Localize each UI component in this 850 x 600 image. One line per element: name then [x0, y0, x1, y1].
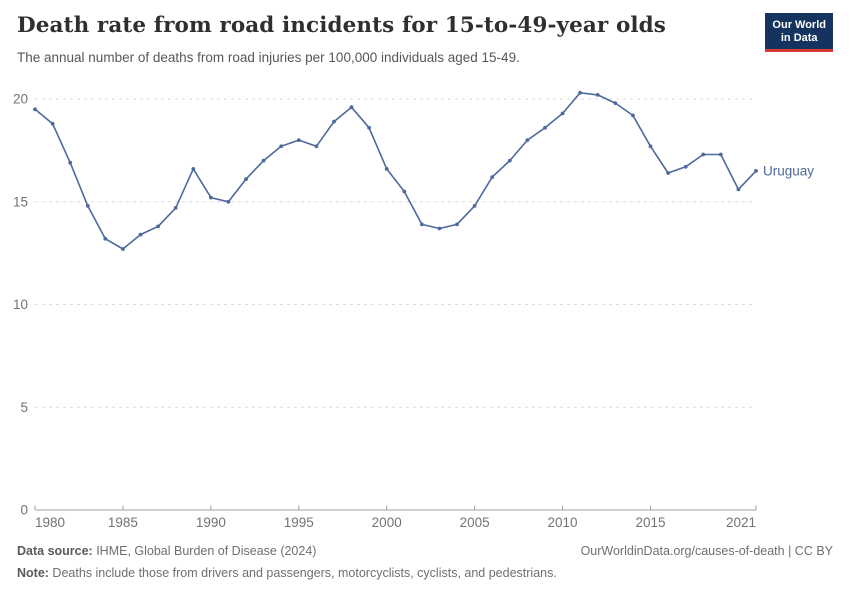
- series-uruguay[interactable]: Uruguay: [33, 90, 814, 251]
- x-tick-label: 2000: [372, 515, 402, 530]
- y-tick-label: 15: [13, 194, 28, 209]
- data-point-marker[interactable]: [121, 247, 125, 251]
- data-point-marker[interactable]: [402, 189, 407, 194]
- data-point-marker[interactable]: [103, 236, 108, 241]
- data-point-marker[interactable]: [666, 171, 670, 175]
- x-tick-label: 1990: [196, 515, 226, 530]
- note-text: Deaths include those from drivers and pa…: [48, 566, 557, 580]
- data-point-marker[interactable]: [332, 119, 336, 124]
- data-point-marker[interactable]: [173, 206, 178, 210]
- data-point-marker[interactable]: [296, 138, 301, 143]
- data-point-marker[interactable]: [718, 152, 723, 157]
- data-point-marker[interactable]: [613, 101, 618, 105]
- owid-logo-line1: Our World: [772, 19, 826, 31]
- data-point-marker[interactable]: [261, 158, 266, 163]
- data-point-marker[interactable]: [578, 90, 582, 95]
- data-point-marker[interactable]: [472, 204, 477, 208]
- data-point-marker[interactable]: [455, 222, 459, 227]
- x-tick-label: 1985: [108, 515, 138, 530]
- data-point-marker[interactable]: [50, 121, 55, 126]
- data-point-marker[interactable]: [736, 187, 741, 192]
- data-point-marker[interactable]: [525, 138, 530, 143]
- data-point-marker[interactable]: [33, 107, 37, 112]
- data-point-marker[interactable]: [631, 113, 635, 118]
- x-tick-label: 2021: [726, 515, 756, 530]
- y-tick-label: 20: [13, 92, 28, 107]
- data-point-marker[interactable]: [420, 222, 424, 227]
- data-point-marker[interactable]: [367, 125, 371, 130]
- data-point-marker[interactable]: [209, 195, 213, 200]
- owid-citation-link[interactable]: OurWorldinData.org/causes-of-death | CC …: [580, 544, 833, 558]
- data-point-marker[interactable]: [191, 167, 196, 171]
- y-tick-label: 0: [20, 503, 28, 518]
- chart-note: Note: Deaths include those from drivers …: [17, 566, 557, 580]
- data-point-marker[interactable]: [507, 158, 512, 163]
- owid-logo-line2: in Data: [780, 32, 818, 44]
- data-point-marker[interactable]: [543, 125, 547, 130]
- data-point-marker[interactable]: [754, 169, 758, 173]
- data-point-marker[interactable]: [490, 175, 495, 180]
- data-point-marker[interactable]: [138, 232, 143, 237]
- data-point-marker[interactable]: [648, 144, 653, 149]
- x-tick-label: 1980: [35, 515, 65, 530]
- x-tick-label: 2015: [635, 515, 665, 530]
- series-line: [34, 92, 757, 250]
- data-point-marker[interactable]: [595, 93, 600, 97]
- data-point-marker[interactable]: [244, 177, 248, 182]
- chart-subtitle: The annual number of deaths from road in…: [17, 50, 520, 65]
- data-point-marker[interactable]: [437, 226, 442, 231]
- chart-footer: Data source: IHME, Global Burden of Dise…: [17, 540, 833, 584]
- x-tick-label: 2010: [548, 515, 578, 530]
- data-point-marker[interactable]: [701, 152, 706, 157]
- data-source: Data source: IHME, Global Burden of Dise…: [17, 540, 316, 562]
- data-source-text: IHME, Global Burden of Disease (2024): [92, 544, 317, 558]
- data-source-label: Data source:: [17, 544, 93, 558]
- data-point-marker[interactable]: [68, 160, 73, 165]
- series-label-uruguay[interactable]: Uruguay: [763, 163, 814, 178]
- data-point-marker[interactable]: [156, 224, 161, 229]
- data-point-marker[interactable]: [279, 144, 284, 149]
- gridlines: 0 5 10 15 20: [13, 92, 756, 518]
- data-point-marker[interactable]: [384, 167, 389, 171]
- x-tick-label: 1995: [284, 515, 314, 530]
- data-point-marker[interactable]: [683, 164, 688, 169]
- data-point-marker[interactable]: [85, 204, 90, 208]
- data-point-marker[interactable]: [314, 144, 319, 149]
- y-tick-label: 10: [13, 297, 28, 312]
- note-label: Note:: [17, 566, 49, 580]
- owid-logo: Our World in Data: [765, 13, 833, 52]
- data-point-marker[interactable]: [226, 199, 231, 204]
- x-tick-label: 2005: [460, 515, 490, 530]
- data-point-marker[interactable]: [349, 105, 354, 110]
- x-axis: 1980 1985 1990 1995 2000 2005 2010 2015 2021: [34, 505, 757, 530]
- y-tick-label: 5: [20, 400, 28, 415]
- data-point-marker[interactable]: [560, 111, 565, 116]
- page-title: Death rate from road incidents for 15-to…: [17, 13, 666, 38]
